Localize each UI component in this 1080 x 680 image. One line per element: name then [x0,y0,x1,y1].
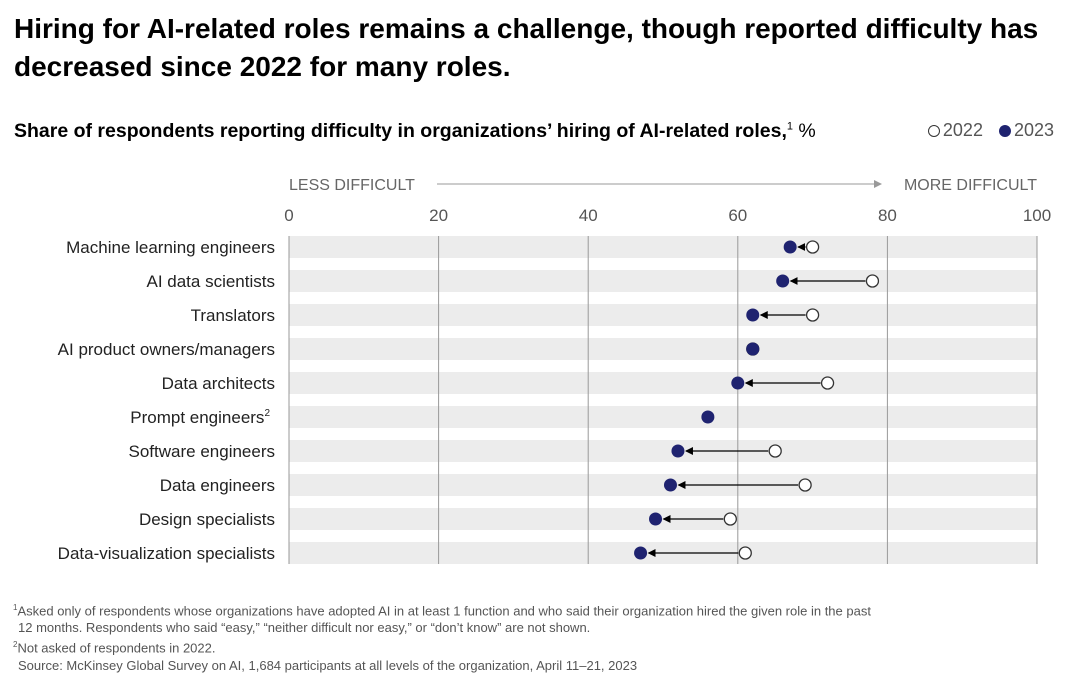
category-label: Data-visualization specialists [58,544,275,563]
point-2022 [805,240,820,254]
point-2023 [746,308,760,322]
category-label: AI data scientists [146,272,275,291]
point-2022 [768,444,782,458]
row-band [289,440,1037,462]
row-band [289,270,1037,292]
legend-label-2022: 2022 [942,120,983,140]
x-tick-label: 100 [1023,206,1051,225]
x-tick-label: 60 [728,206,747,225]
open-circle-icon [927,124,940,137]
row-band [289,236,1037,258]
filled-circle-icon [998,124,1011,137]
footnote-text: Asked only of respondents whose organiza… [17,603,871,619]
point-2022 [738,546,752,560]
source-text: Source: McKinsey Global Survey on AI, 1,… [18,657,638,673]
category-label: Design specialists [139,510,275,529]
category-label: Translators [191,306,275,325]
footnote-mark: 2 [13,640,18,650]
point-2022 [865,274,880,288]
footnote-1: 1Asked only of respondents whose organiz… [13,599,1013,619]
footnote-mark: 1 [13,603,18,612]
legend: 2022 2023 [912,120,1054,141]
footnote-1-cont: 12 months. Respondents who said “easy,” … [13,619,1013,636]
category-label: AI product owners/managers [58,340,275,359]
chart-svg: Machine learning engineers AI data scient… [58,177,1051,564]
point-2023 [671,444,685,458]
category-footnote-ref: 2 [264,408,270,419]
row-band [289,474,1037,496]
category-label: Software engineers [129,442,275,461]
row-band [289,304,1037,326]
legend-label-2023: 2023 [1013,120,1054,140]
legend-item-2023: 2023 [998,120,1054,141]
point-2023 [776,274,790,288]
category-label: Data architects [162,374,275,393]
chart-subtitle: Share of respondents reporting difficult… [14,120,816,142]
category-label: Data engineers [160,476,275,495]
row-band [289,508,1037,530]
point-2023 [649,512,663,526]
subtitle-text: Share of respondents reporting difficult… [14,120,787,142]
x-tick-label: 0 [284,206,293,225]
footnote-text: Not asked of respondents in 2022. [17,640,216,656]
subtitle-footnote-ref: 1 [786,120,793,133]
point-2022 [820,376,835,390]
row-band [289,406,1037,428]
point-2023 [783,240,797,254]
footnote-text: 12 months. Respondents who said “easy,” … [18,620,591,636]
category-label: Machine learning engineers [66,238,275,257]
point-2023 [746,342,760,356]
point-2023 [701,410,715,424]
source-note: Source: McKinsey Global Survey on AI, 1,… [13,657,1013,674]
direction-label-left: LESS DIFFICULT [289,177,415,194]
direction-arrowhead [874,180,882,188]
x-tick-label: 20 [429,206,448,225]
footnote-2: 2Not asked of respondents in 2022. [13,636,1013,656]
point-2023 [663,478,677,492]
row-band [289,372,1037,394]
point-2023 [634,546,648,560]
x-tick-label: 40 [579,206,598,225]
subtitle-row: Share of respondents reporting difficult… [14,120,1064,148]
legend-item-2022: 2022 [927,120,983,141]
point-2022 [805,308,820,322]
point-2022 [798,478,812,492]
point-2022 [723,512,737,526]
direction-label-right: MORE DIFFICULT [904,177,1037,194]
point-2023 [731,376,745,390]
x-tick-label: 80 [878,206,897,225]
chart-title: Hiring for AI-related roles remains a ch… [14,13,1039,82]
footnotes: 1Asked only of respondents whose organiz… [13,599,1013,674]
category-label: Prompt engineers2 [130,408,270,427]
subtitle-unit: % [798,120,816,142]
row-band [289,338,1037,360]
